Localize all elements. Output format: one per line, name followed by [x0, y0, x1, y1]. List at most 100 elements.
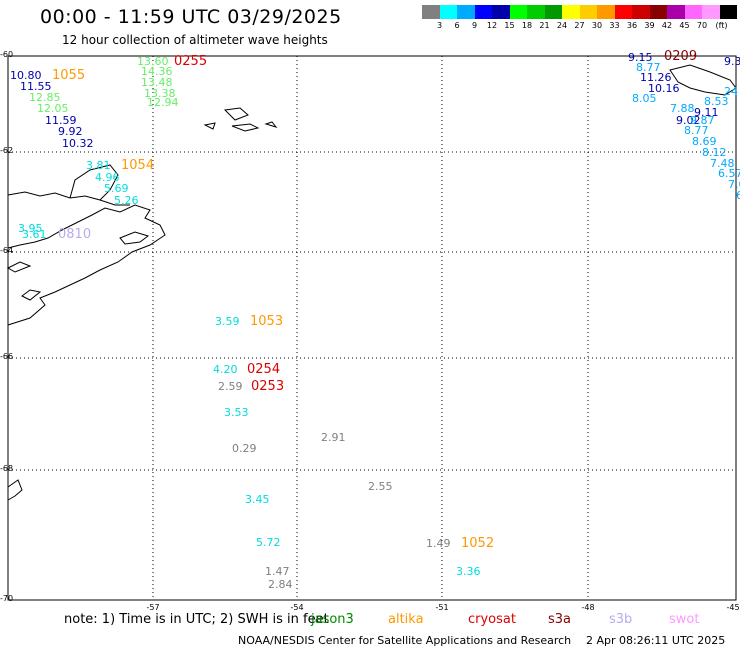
- wave-height-label: 7.0: [728, 178, 740, 191]
- colorbar-swatch: [597, 5, 615, 19]
- colorbar-swatch: [527, 5, 545, 19]
- wave-height-label: 2.55: [368, 480, 393, 493]
- note-text: note: 1) Time is in UTC; 2) SWH is in fe…: [64, 612, 329, 627]
- wave-height-label: 24: [724, 85, 738, 98]
- graticule: [8, 55, 736, 600]
- wave-height-label: 8.12: [702, 146, 727, 159]
- longitude-label: -45: [726, 603, 740, 612]
- pass-time-label: 0209: [664, 49, 698, 64]
- colorbar-tick-label: 9: [471, 21, 478, 30]
- longitude-label: -57: [146, 603, 160, 612]
- wave-height-label: 10.80: [10, 69, 42, 82]
- colorbar-tick-label: 30: [591, 21, 603, 30]
- wave-height-label: 10.32: [62, 137, 94, 150]
- legend-entry-cryosat: cryosat: [468, 612, 516, 627]
- colorbar-tick-label: 21: [539, 21, 550, 30]
- wave-height-label: 14.36: [141, 65, 173, 78]
- legend-entry-s3a: s3a: [548, 612, 572, 627]
- wave-height-label: 9.3: [724, 55, 740, 68]
- wave-height-label: 1.47: [265, 565, 290, 578]
- colorbar-tick-label: 24: [556, 21, 568, 30]
- pass-time-label: 1053: [250, 314, 284, 329]
- colorbar-tick-label: 39: [644, 21, 655, 30]
- pass-time-label: 0254: [247, 362, 281, 377]
- wave-height-label: 4.96: [95, 171, 120, 184]
- wave-height-label: 1.49: [426, 537, 451, 550]
- colorbar-tick-label: 42: [661, 21, 673, 30]
- pass-time-label: 1052: [461, 536, 495, 551]
- latitude-label: -68: [0, 464, 14, 473]
- colorbar-swatch: [474, 5, 492, 19]
- colorbar-swatch: [439, 5, 457, 19]
- wave-height-label: 9.02: [676, 114, 701, 127]
- colorbar-swatch: [509, 5, 527, 19]
- wave-height-label: 11.55: [20, 80, 52, 93]
- colorbar-swatch: [667, 5, 685, 19]
- colorbar-swatch: [457, 5, 475, 19]
- wave-height-label: 3.53: [224, 406, 249, 419]
- wave-height-label: 3.61: [22, 228, 47, 241]
- colorbar-swatch: [562, 5, 580, 19]
- colorbar-swatch: [422, 5, 440, 19]
- colorbar-tick-label: 15: [504, 21, 515, 30]
- wave-height-label: 11.26: [640, 71, 672, 84]
- longitude-label: -54: [290, 603, 304, 612]
- wave-height-label: 6: [736, 189, 740, 202]
- wave-height-label: 5.72: [256, 536, 281, 549]
- legend-entry-altika: altika: [388, 612, 424, 627]
- wave-height-label: 8.77: [636, 61, 661, 74]
- generation-timestamp: 2 Apr 08:26:11 UTC 2025: [586, 634, 726, 647]
- colorbar-swatch: [614, 5, 632, 19]
- map-subtitle: 12 hour collection of altimeter wave hei…: [62, 33, 328, 47]
- wave-height-label: 12.05: [37, 102, 69, 115]
- wave-height-label: 3.45: [245, 493, 270, 506]
- wave-height-label: 13.60: [137, 55, 169, 68]
- colorbar-swatch: [492, 5, 510, 19]
- colorbar-tick-label: 3: [436, 21, 443, 30]
- pass-time-label: 1054: [121, 158, 155, 173]
- wave-height-label: 8.69: [692, 135, 717, 148]
- colorbar-tick-label: 12: [486, 21, 498, 30]
- wave-height-label: 10.16: [648, 82, 680, 95]
- wave-height-label: 5.69: [104, 182, 129, 195]
- latitude-label: -64: [0, 246, 14, 255]
- longitude-label: -48: [581, 603, 595, 612]
- colorbar: [422, 5, 737, 19]
- wave-height-label: 3.81: [86, 159, 111, 172]
- colorbar-swatch: [649, 5, 667, 19]
- latitude-label: -70: [0, 594, 14, 603]
- colorbar-swatch: [632, 5, 650, 19]
- wave-height-label: 11.59: [45, 114, 77, 127]
- wave-height-label: 6.57: [718, 167, 740, 180]
- legend-entry-jason3: jason3: [311, 612, 354, 627]
- colorbar-swatch: [719, 5, 737, 19]
- wave-height-label: 0.29: [232, 442, 257, 455]
- colorbar-swatch: [579, 5, 597, 19]
- wave-height-label: 13.48: [141, 76, 173, 89]
- pass-time-label: 0255: [174, 54, 208, 69]
- colorbar-tick-label: 70: [696, 21, 708, 30]
- wave-height-label: 2.84: [268, 578, 293, 591]
- wave-height-label: 7.88: [670, 102, 695, 115]
- wave-height-label: 9.87: [690, 114, 715, 127]
- wave-height-label: 13.38: [144, 87, 176, 100]
- colorbar-tick-label: 18: [521, 21, 533, 30]
- wave-height-label: 7.48: [710, 157, 735, 170]
- legend-entry-s3b: s3b: [609, 612, 633, 627]
- latitude-label: -66: [0, 352, 14, 361]
- wave-height-label: 9.92: [58, 125, 83, 138]
- longitude-label: -51: [435, 603, 449, 612]
- colorbar-tick-label: 45: [679, 21, 690, 30]
- colorbar-swatch: [544, 5, 562, 19]
- wave-height-label: 9.15: [628, 51, 653, 64]
- colorbar-swatch: [684, 5, 702, 19]
- wave-height-label: 3.59: [215, 315, 240, 328]
- colorbar-tick-label: 36: [626, 21, 638, 30]
- wave-height-label: 8.53: [704, 95, 729, 108]
- colorbar-tick-label: 6: [454, 21, 460, 30]
- wave-height-label: 5.26: [114, 194, 139, 207]
- pass-time-label: 0253: [251, 379, 285, 394]
- wave-height-label: 8.77: [684, 124, 709, 137]
- wave-height-label: 8.05: [632, 92, 657, 105]
